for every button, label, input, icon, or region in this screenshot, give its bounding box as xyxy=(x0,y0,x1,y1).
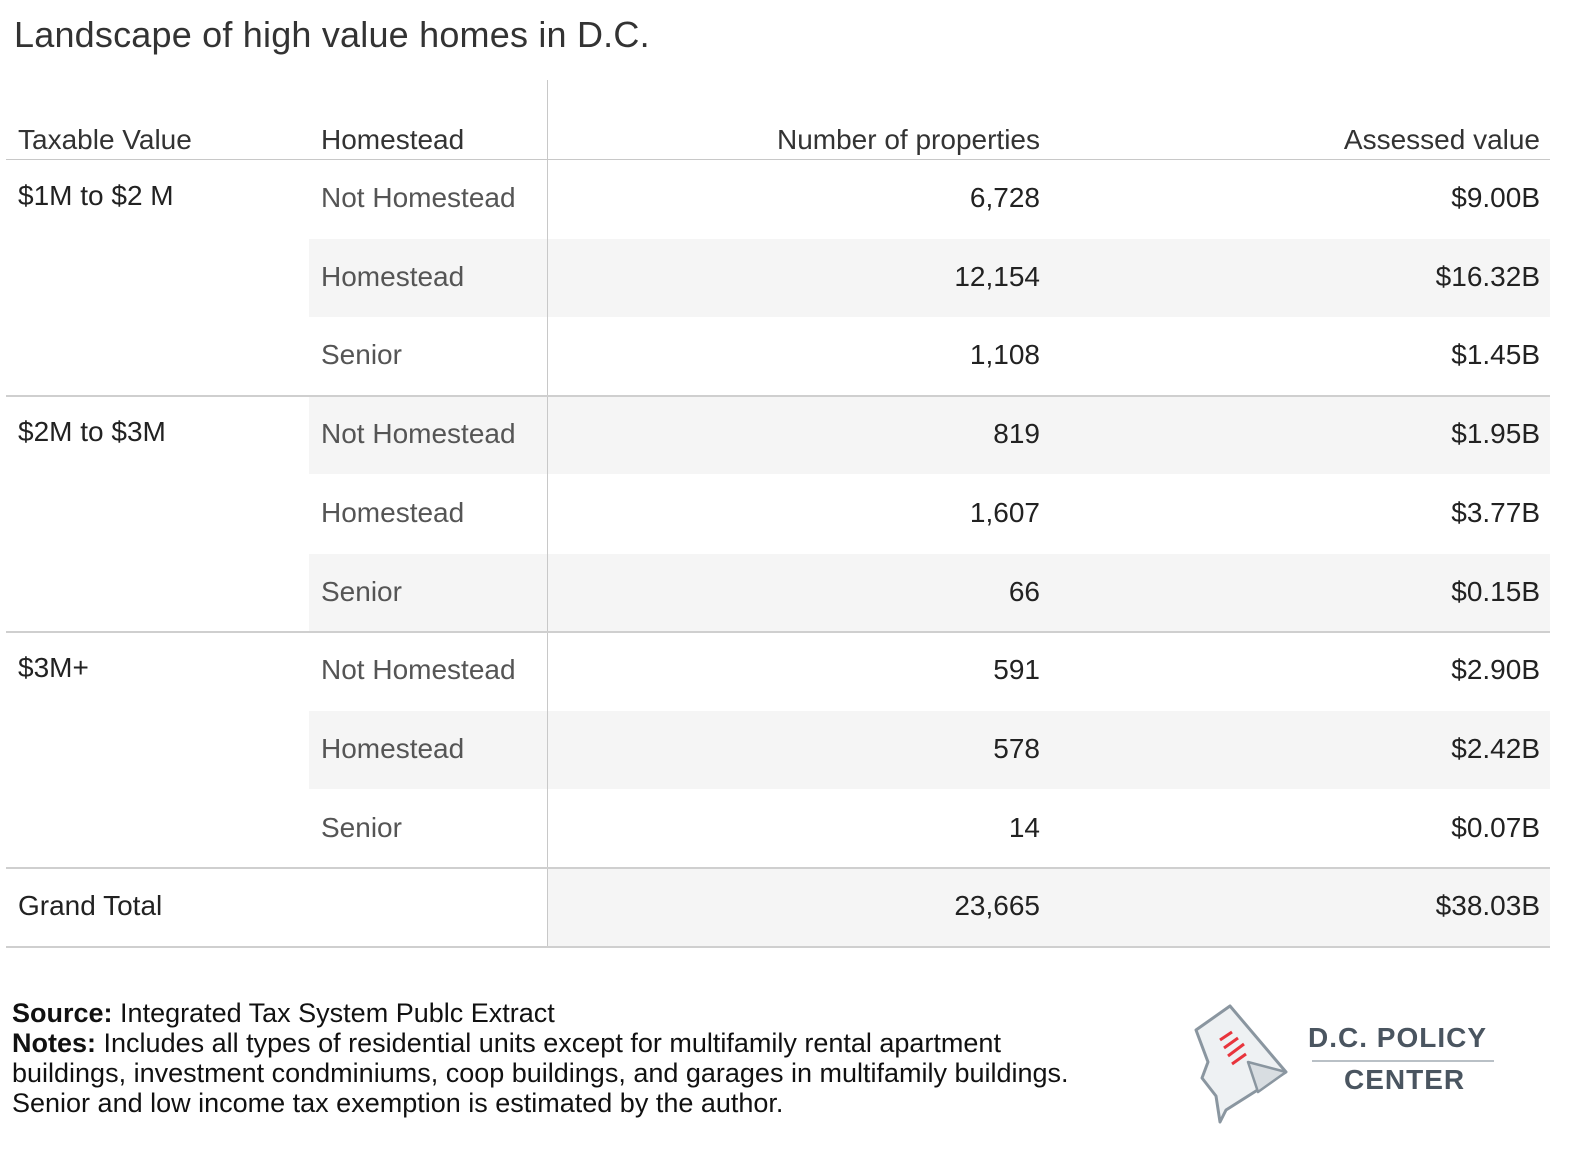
source-label: Source: xyxy=(12,998,113,1028)
group-separator xyxy=(6,395,1550,398)
homestead-cell: Homestead xyxy=(321,260,465,292)
homestead-cell: Senior xyxy=(321,575,402,607)
header-number-of-properties: Number of properties xyxy=(776,124,1040,155)
value-cell: $2.42B xyxy=(1451,732,1540,764)
homestead-cell: Senior xyxy=(321,339,402,371)
row-band xyxy=(309,396,1550,475)
notes-text: Includes all types of residential units … xyxy=(12,1028,1069,1118)
row-band xyxy=(309,553,1550,632)
source-line: Source: Integrated Tax System Publc Extr… xyxy=(12,998,1122,1028)
count-cell: 12,154 xyxy=(954,260,1040,292)
grand-total-value: $38.03B xyxy=(1435,890,1540,922)
value-cell: $0.07B xyxy=(1451,811,1540,843)
count-cell: 6,728 xyxy=(969,182,1040,213)
value-cell: $1.45B xyxy=(1451,339,1540,371)
chart-title: Landscape of high value homes in D.C. xyxy=(14,14,650,55)
count-cell: 578 xyxy=(993,732,1040,764)
column-divider xyxy=(547,80,548,948)
homestead-cell: Homestead xyxy=(321,496,465,528)
header-homestead: Homestead xyxy=(321,124,465,155)
header-taxable-value: Taxable Value xyxy=(18,124,192,155)
row-band xyxy=(309,238,1550,317)
row-band xyxy=(309,710,1550,789)
header-assessed-value: Assessed value xyxy=(1343,124,1540,155)
grand-total-band xyxy=(548,868,1550,947)
value-cell: $16.32B xyxy=(1435,260,1540,292)
value-cell: $3.77B xyxy=(1451,496,1540,528)
value-cell: $0.15B xyxy=(1451,575,1540,607)
count-cell: 591 xyxy=(993,654,1040,686)
notes-line: Notes: Includes all types of residential… xyxy=(12,1028,1122,1118)
homestead-cell: Senior xyxy=(321,811,402,843)
footer-notes: Source: Integrated Tax System Publc Extr… xyxy=(12,998,1122,1118)
grand-total-label: Grand Total xyxy=(18,890,163,922)
homestead-cell: Not Homestead xyxy=(321,418,516,450)
homestead-cell: Homestead xyxy=(321,732,465,764)
header-rule-left xyxy=(6,159,548,160)
grand-total-count: 23,665 xyxy=(954,890,1040,922)
value-cell: $1.95B xyxy=(1451,418,1540,450)
table-bottom-rule xyxy=(6,946,1550,948)
dc-map-document-icon xyxy=(1194,1004,1288,1124)
value-cell: $2.90B xyxy=(1451,654,1540,686)
value-cell: $9.00B xyxy=(1451,182,1540,213)
data-table: Taxable Value Homestead Number of proper… xyxy=(6,80,1550,950)
taxable-value-cell: $3M+ xyxy=(18,652,89,684)
count-cell: 66 xyxy=(1008,575,1040,607)
homestead-cell: Not Homestead xyxy=(321,654,516,686)
count-cell: 1,607 xyxy=(969,496,1040,528)
source-text: Integrated Tax System Publc Extract xyxy=(120,998,555,1028)
count-cell: 819 xyxy=(993,418,1040,450)
count-cell: 14 xyxy=(1008,811,1040,843)
taxable-value-cell: $1M to $2 M xyxy=(18,180,174,211)
dc-policy-center-logo: D.C. POLICY CENTER xyxy=(1186,1000,1506,1124)
logo-divider xyxy=(1312,1060,1494,1062)
logo-line1: D.C. POLICY xyxy=(1308,1022,1488,1053)
group-separator xyxy=(6,631,1550,634)
notes-label: Notes: xyxy=(12,1028,97,1058)
group-separator xyxy=(6,867,1550,870)
taxable-value-cell: $2M to $3M xyxy=(18,416,166,448)
homestead-cell: Not Homestead xyxy=(321,182,516,213)
header-rule-right xyxy=(548,159,1550,160)
count-cell: 1,108 xyxy=(969,339,1040,371)
logo-line2: CENTER xyxy=(1344,1064,1466,1095)
